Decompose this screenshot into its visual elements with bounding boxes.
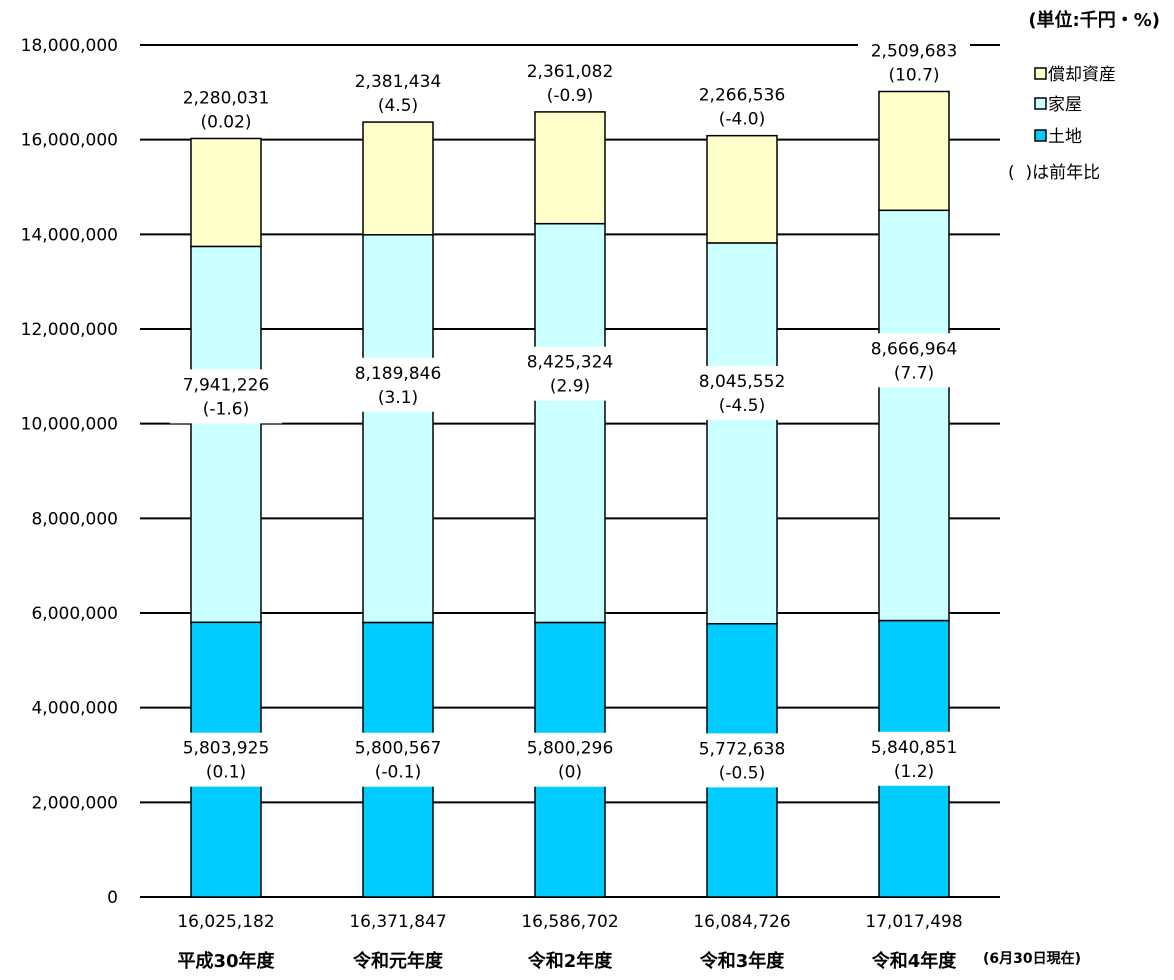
data-label-change: (3.1) [378,388,418,408]
data-label-background [858,35,970,90]
y-tick-label: 2,000,000 [31,793,118,813]
data-label-background [170,369,282,424]
bar-segment [878,209,950,622]
y-tick-label: 12,000,000 [21,320,118,340]
data-label-background [170,732,282,787]
data-label-background [858,731,970,786]
data-label-change: (0.02) [200,112,251,132]
data-label-background [686,365,798,420]
category-labels: 16,025,182 平成30年度 16,371,847 令和元年度 16,586,70… [177,912,962,972]
legend-label-tochi: 土地 [1048,127,1082,147]
total-label: 16,084,726 [693,912,790,932]
data-label-background [514,346,626,401]
y-tick-label: 4,000,000 [31,699,118,719]
data-label-value: 2,381,434 [355,72,442,92]
bar-segment [190,137,262,248]
data-label-change: (2.9) [550,377,590,397]
bar-segment [706,242,778,625]
y-tick-label: 10,000,000 [21,415,118,435]
y-tick-label: 16,000,000 [21,131,118,151]
data-label-background [514,732,626,787]
total-label: 16,371,847 [349,912,446,932]
category-label: 平成30年度 [177,950,275,972]
data-label-background [342,357,454,412]
legend-swatch-kaoku [1034,97,1047,110]
category-label: 令和3年度 [699,950,786,972]
legend-label-kaoku: 家屋 [1048,95,1082,115]
data-label-change: (10.7) [888,66,939,86]
data-label-value: 7,941,226 [183,375,270,395]
data-label-background [342,732,454,787]
bar-segment [362,234,434,624]
legend-swatch-shokyaku [1034,67,1047,80]
data-label-change: (-0.5) [719,763,765,783]
y-tick-label: 14,000,000 [21,225,118,245]
data-label-background [170,82,282,137]
data-label-change: (-0.1) [375,763,421,783]
data-label-value: 2,280,031 [183,88,270,108]
data-label-value: 2,266,536 [699,86,786,106]
data-label-change: (-4.5) [719,396,765,416]
category-label: 令和2年度 [527,950,614,972]
bar-segment [534,222,606,624]
data-label-value: 5,800,296 [527,739,614,759]
bar-segment [534,111,606,225]
y-tick-label: 18,000,000 [21,36,118,56]
y-tick-labels: 0 2,000,000 4,000,000 6,000,000 8,000,000 10,… [21,36,118,908]
data-label-change: (4.5) [378,96,418,116]
data-label-value: 8,045,552 [699,372,786,392]
category-label: 令和4年度 [871,950,958,972]
data-label-value: 8,425,324 [527,353,614,373]
data-label-change: (0) [558,763,582,783]
y-tick-label: 8,000,000 [31,509,118,529]
bar-segment [190,245,262,624]
legend-swatch-tochi [1034,129,1047,142]
total-label: 16,025,182 [177,912,274,932]
date-note: (6月30日現在) [983,950,1081,967]
data-labels: 5,803,925 (0.1) 7,941,226 (-1.6) 2,280,031 (0… [170,35,970,788]
data-label-change: (0.1) [206,763,246,783]
bar-segment [878,90,950,212]
data-label-value: 5,840,851 [871,738,958,758]
total-label: 17,017,498 [865,912,962,932]
data-label-change: (-1.6) [203,399,249,419]
data-label-value: 8,666,964 [871,339,958,359]
legend: 償却資産 家屋 土地 ( )は前年比 [1008,65,1116,183]
unit-label: (単位:千円・%) [1028,9,1160,31]
y-tick-label: 6,000,000 [31,604,118,624]
data-label-change: (1.2) [894,762,934,782]
legend-label-shokyaku: 償却資産 [1048,65,1116,85]
data-label-value: 5,803,925 [183,739,270,759]
data-label-change: (-4.0) [719,110,765,130]
category-label: 令和元年度 [352,950,444,972]
data-label-value: 5,800,567 [355,739,442,759]
legend-note: ( )は前年比 [1008,163,1100,183]
data-label-value: 8,189,846 [355,364,442,384]
total-label: 16,586,702 [521,912,618,932]
data-label-background [686,79,798,134]
bar-segment [706,134,778,244]
y-tick-label: 0 [107,888,118,908]
data-label-background [514,55,626,110]
data-label-background [686,733,798,788]
data-label-value: 2,509,683 [871,42,958,62]
data-label-background [858,333,970,388]
bar-segment [362,121,434,236]
data-label-value: 5,772,638 [699,739,786,759]
data-label-change: (-0.9) [547,86,593,106]
data-label-value: 2,361,082 [527,62,614,82]
data-label-change: (7.7) [894,363,934,383]
data-label-background [342,66,454,121]
